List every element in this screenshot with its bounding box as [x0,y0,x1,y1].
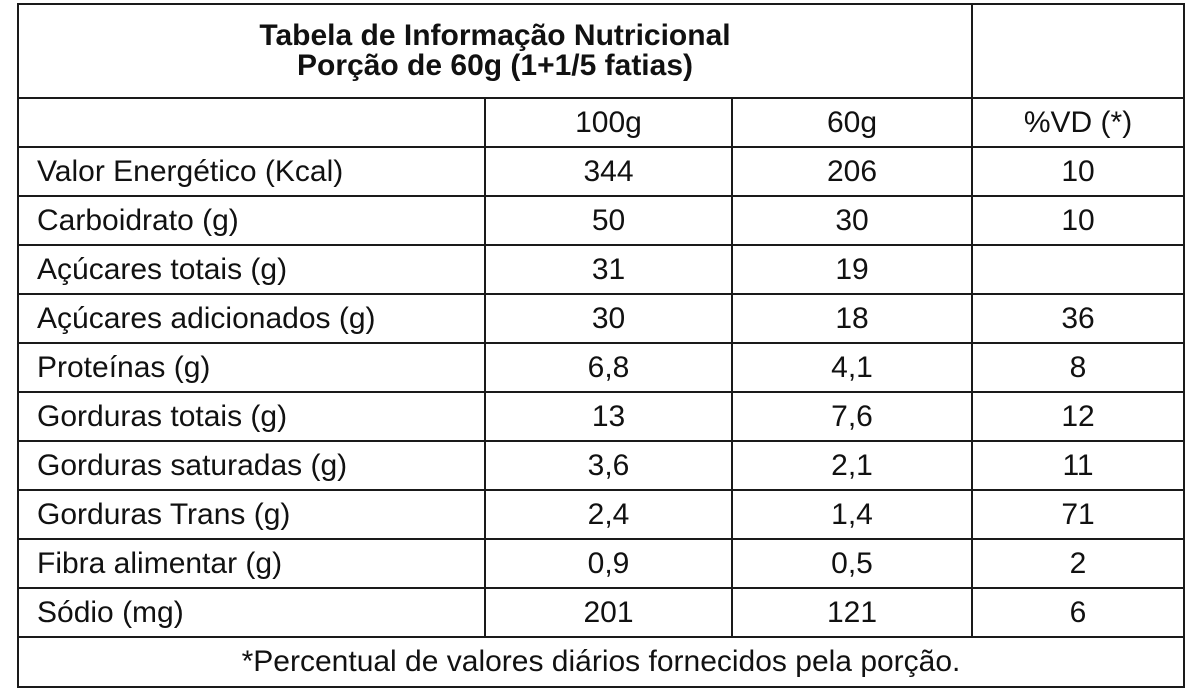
value-vd: 12 [971,391,1186,442]
nutrient-name: Açúcares adicionados (g) [17,293,486,344]
value-60g: 2,1 [730,440,974,491]
column-header-60g: 60g [730,97,974,148]
value-vd: 10 [971,146,1186,197]
table-row: Açúcares adicionados (g) 30 18 36 [17,293,1186,344]
value-vd: 71 [971,489,1186,540]
table-row: Sódio (mg) 201 121 6 [17,587,1186,638]
table-title-line-2: Porção de 60g (1+1/5 fatias) [297,49,694,82]
value-vd: 6 [971,587,1186,638]
header-row: 100g 60g %VD (*) [17,97,1186,148]
title-row: Tabela de Informação Nutricional Porção … [16,3,1186,99]
value-vd [971,244,1186,295]
title-empty-cell [971,3,1186,99]
value-60g: 1,4 [730,489,974,540]
value-60g: 19 [730,244,974,295]
value-100g: 31 [484,244,733,295]
nutrient-name: Carboidrato (g) [17,195,486,246]
header-empty-cell [17,97,486,148]
value-vd: 8 [971,342,1186,393]
value-vd: 2 [971,538,1186,589]
value-100g: 30 [484,293,733,344]
table-row: Valor Energético (Kcal) 344 206 10 [17,146,1186,197]
value-vd: 10 [971,195,1186,246]
nutrient-name: Proteínas (g) [17,342,486,393]
footnote-row: *Percentual de valores diários fornecido… [16,636,1186,688]
nutrient-name: Fibra alimentar (g) [17,538,486,589]
value-100g: 13 [484,391,733,442]
nutrient-name: Gorduras Trans (g) [17,489,486,540]
column-header-100g: 100g [484,97,733,148]
value-60g: 30 [730,195,974,246]
value-vd: 36 [971,293,1186,344]
value-100g: 50 [484,195,733,246]
value-100g: 0,9 [484,538,733,589]
value-vd: 11 [971,440,1186,491]
table-row: Gorduras Trans (g) 2,4 1,4 71 [17,489,1186,540]
nutrient-name: Sódio (mg) [17,587,486,638]
nutrition-facts-table: Tabela de Informação Nutricional Porção … [16,3,1186,688]
table-row: Proteínas (g) 6,8 4,1 8 [17,342,1186,393]
value-60g: 7,6 [730,391,974,442]
nutrient-name: Gorduras saturadas (g) [17,440,486,491]
value-60g: 4,1 [730,342,974,393]
nutrient-name: Valor Energético (Kcal) [17,146,486,197]
nutrient-name: Açúcares totais (g) [17,244,486,295]
column-header-vd: %VD (*) [971,97,1186,148]
footnote: *Percentual de valores diários fornecido… [16,636,1186,688]
value-100g: 201 [484,587,733,638]
value-60g: 18 [730,293,974,344]
value-60g: 121 [730,587,974,638]
value-100g: 3,6 [484,440,733,491]
value-100g: 6,8 [484,342,733,393]
value-100g: 2,4 [484,489,733,540]
table-title: Tabela de Informação Nutricional Porção … [16,3,974,99]
table-row: Gorduras totais (g) 13 7,6 12 [17,391,1186,442]
table-row: Carboidrato (g) 50 30 10 [17,195,1186,246]
table-row: Açúcares totais (g) 31 19 [17,244,1186,295]
table-row: Gorduras saturadas (g) 3,6 2,1 11 [17,440,1186,491]
nutrient-name: Gorduras totais (g) [17,391,486,442]
value-100g: 344 [484,146,733,197]
table-title-line-1: Tabela de Informação Nutricional [259,19,731,52]
value-60g: 0,5 [730,538,974,589]
value-60g: 206 [730,146,974,197]
table-row: Fibra alimentar (g) 0,9 0,5 2 [17,538,1186,589]
